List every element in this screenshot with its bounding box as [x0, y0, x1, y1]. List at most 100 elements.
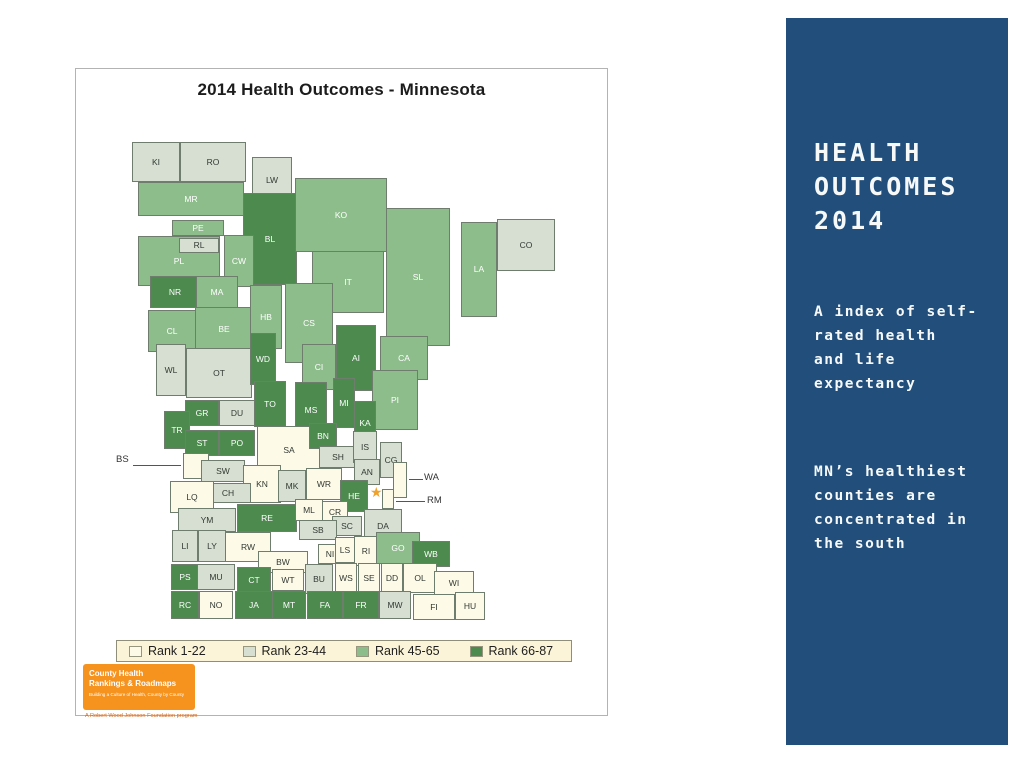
legend-label-4: Rank 66-87 [488, 644, 554, 658]
county-LY: LY [198, 530, 226, 562]
county-BU: BU [305, 564, 333, 594]
county-CT: CT [237, 567, 271, 593]
county-ML: ML [295, 499, 323, 521]
county-label-MW: MW [387, 599, 403, 610]
county-label-MT: MT [282, 599, 296, 610]
sidebar-title: HEALTH OUTCOMES 2014 [814, 138, 959, 235]
county-label-SW: SW [216, 465, 230, 476]
county-ST: ST [185, 430, 219, 456]
county-CO: CO [497, 219, 555, 271]
county-label-LY: LY [207, 540, 217, 551]
county-label-HU: HU [463, 600, 477, 611]
county-LQ: LQ [170, 481, 214, 513]
county-label-CO: CO [519, 239, 533, 250]
county-label-NI: NI [325, 548, 335, 559]
chr-logo: County Health Rankings & Roadmaps Buildi… [83, 664, 213, 719]
legend-label-3: Rank 45-65 [375, 644, 440, 658]
county-label-MA: MA [210, 286, 224, 297]
leader-line-RM [396, 501, 425, 502]
county-label-OL: OL [414, 572, 426, 583]
county-label-CA: CA [398, 352, 410, 363]
legend: Rank 1-22 Rank 23-44 Rank 45-65 Rank 66-87 [116, 640, 572, 662]
county-label-RE: RE [261, 512, 273, 523]
county-label-DU: DU [230, 407, 244, 418]
county-label-PE: PE [192, 222, 204, 233]
county-label-SA: SA [283, 444, 295, 455]
county-label-TR: TR [171, 424, 183, 435]
county-label-KI: KI [151, 156, 161, 167]
county-label-RO: RO [206, 156, 220, 167]
county-SE: SE [358, 563, 380, 593]
county-label-FA: FA [319, 599, 331, 610]
logo-program-line: A Robert Wood Johnson Foundation program [85, 713, 198, 719]
logo-title-line2: Rankings & Roadmaps [89, 679, 177, 688]
county-label-RI: RI [361, 545, 371, 556]
county-label-FI: FI [430, 601, 438, 612]
county-label-BU: BU [313, 573, 325, 584]
chr-logo-box: County Health Rankings & Roadmaps Buildi… [83, 664, 195, 710]
county-label-ML: ML [303, 504, 315, 515]
county-label-CH: CH [221, 487, 235, 498]
county-label-SC: SC [341, 520, 353, 531]
leader-line-BS [133, 465, 181, 466]
map-title: 2014 Health Outcomes - Minnesota [197, 80, 486, 99]
map-panel: 2014 Health Outcomes - Minnesota KI RO LW M… [75, 68, 608, 719]
county-WS: WS [335, 563, 357, 593]
legend-label-2: Rank 23-44 [261, 644, 327, 658]
county-label-LQ: LQ [186, 491, 198, 502]
county-LA: LA [461, 221, 497, 317]
county-label-NO: NO [209, 599, 223, 610]
county-DU: DU [219, 400, 255, 426]
county-HU: HU [455, 592, 485, 620]
county-LI: LI [172, 530, 198, 562]
county-label-IS: IS [360, 441, 370, 452]
county-label-WS: WS [339, 572, 353, 583]
county-label-CW: CW [231, 255, 247, 266]
county-SB: SB [299, 520, 337, 540]
county-HE: HE [340, 480, 368, 512]
county-PO: PO [219, 430, 255, 456]
county-label-DA: DA [377, 520, 389, 531]
county-WD: WD [250, 333, 276, 385]
county-MI: MI [333, 378, 355, 428]
county-label-LW: LW [265, 174, 279, 185]
county-label-MU: MU [209, 571, 223, 582]
county-label-KN: KN [256, 478, 268, 489]
county-label-IT: IT [344, 276, 352, 287]
county-KI: KI [132, 142, 180, 182]
logo-tagline: Building a Culture of Health, County by … [89, 692, 184, 697]
county-PE: PE [172, 220, 224, 236]
county-label-LS: LS [339, 544, 351, 555]
county-label-CS: CS [303, 317, 315, 328]
county-label-FR: FR [355, 599, 367, 610]
county-label-WT: WT [281, 574, 295, 585]
county-DD: DD [381, 563, 403, 593]
county-label-MK: MK [285, 480, 299, 491]
county-label-PS: PS [179, 571, 191, 582]
county-label-DD: DD [385, 572, 399, 583]
county-label-PL: PL [173, 255, 185, 266]
sidebar: HEALTH OUTCOMES 2014 A index of self- ra… [786, 18, 1008, 745]
county-label-GO: GO [391, 542, 405, 553]
county-MW: MW [379, 591, 411, 619]
county-label-BN: BN [317, 430, 329, 441]
county-RI: RI [354, 536, 378, 566]
county-MU: MU [197, 564, 235, 590]
county-label-PO: PO [230, 437, 244, 448]
county-label-RC: RC [178, 599, 192, 610]
county-label-WL: WL [164, 364, 178, 375]
county-LS: LS [335, 537, 355, 563]
outside-label-WA: WA [424, 472, 439, 483]
county-label-SB: SB [312, 524, 324, 535]
county-label-MR: MR [184, 193, 198, 204]
mn-county-map: KI RO LW MR PL PE RL BL CW KO SL LA CO IT NR MA CL BE HB CS… [76, 69, 607, 715]
county-label-CT: CT [248, 574, 260, 585]
county-SW: SW [201, 460, 245, 482]
legend-item-2: Rank 23-44 [231, 644, 345, 658]
legend-swatch-4 [469, 645, 483, 657]
county-PS: PS [171, 564, 199, 590]
county-label-AI: AI [351, 352, 361, 363]
county-NR: NR [150, 276, 200, 308]
county-RW: RW [225, 532, 271, 562]
highlight-star-icon: ★ [370, 484, 383, 500]
